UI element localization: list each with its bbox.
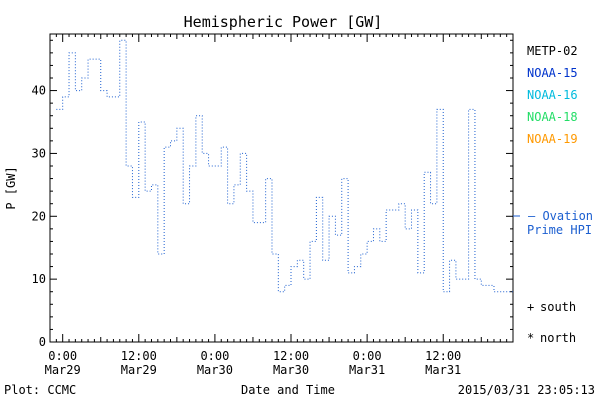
y-tick-label: 20 bbox=[32, 209, 46, 223]
legend-entry-noaa-16: NOAA-16 bbox=[527, 88, 578, 102]
x-axis: 0:00Mar2912:00Mar290:00Mar3012:00Mar300:… bbox=[45, 34, 514, 377]
x-tick-time-label: 0:00 bbox=[200, 349, 229, 363]
chart-title: Hemispheric Power [GW] bbox=[184, 13, 383, 31]
x-tick-time-label: 12:00 bbox=[273, 349, 309, 363]
symbol-south-marker: + bbox=[527, 300, 534, 314]
series-label-line2: Prime HPI bbox=[527, 223, 592, 237]
y-tick-label: 10 bbox=[32, 272, 46, 286]
x-tick-date-label: Mar31 bbox=[349, 363, 385, 377]
x-tick-time-label: 12:00 bbox=[425, 349, 461, 363]
x-tick-time-label: 0:00 bbox=[353, 349, 382, 363]
x-tick-date-label: Mar31 bbox=[425, 363, 461, 377]
x-tick-date-label: Mar30 bbox=[197, 363, 233, 377]
series-layer bbox=[56, 39, 513, 293]
x-tick-date-label: Mar29 bbox=[45, 363, 81, 377]
legend-entry-noaa-15: NOAA-15 bbox=[527, 66, 578, 80]
legend-entry-metp-02: METP-02 bbox=[527, 44, 578, 58]
y-tick-label: 0 bbox=[39, 335, 46, 349]
y-tick-label: 30 bbox=[32, 146, 46, 160]
y-axis: 0 10 20 30 40 bbox=[32, 39, 513, 349]
x-tick-time-label: 0:00 bbox=[48, 349, 77, 363]
plot-credit: Plot: CCMC bbox=[4, 383, 76, 397]
timestamp: 2015/03/31 23:05:13 bbox=[458, 383, 595, 397]
x-tick-time-label: 12:00 bbox=[121, 349, 157, 363]
x-tick-date-label: Mar30 bbox=[273, 363, 309, 377]
series-line-ovation-prime-hpi bbox=[56, 39, 513, 293]
x-tick-date-label: Mar29 bbox=[121, 363, 157, 377]
symbol-north-marker: * bbox=[527, 331, 534, 345]
legend-entry-noaa-18: NOAA-18 bbox=[527, 110, 578, 124]
y-axis-label: P [GW] bbox=[4, 166, 18, 209]
series-label-line1: — Ovation bbox=[528, 209, 593, 223]
x-axis-label: Date and Time bbox=[241, 383, 335, 397]
legend: METP-02 NOAA-15 NOAA-16 NOAA-18 NOAA-19 bbox=[527, 44, 578, 146]
y-tick-label: 40 bbox=[32, 84, 46, 98]
symbol-south-label: south bbox=[540, 300, 576, 314]
symbol-north-label: north bbox=[540, 331, 576, 345]
legend-entry-noaa-19: NOAA-19 bbox=[527, 132, 578, 146]
plot-frame bbox=[49, 33, 514, 343]
